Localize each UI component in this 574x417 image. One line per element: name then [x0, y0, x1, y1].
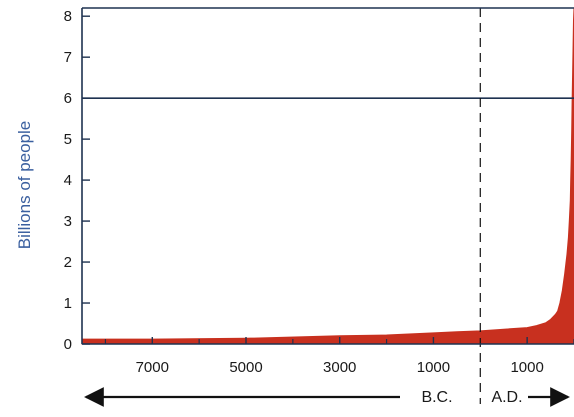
- ad-label: A.D.: [491, 389, 522, 406]
- reference-layer: [82, 8, 574, 404]
- x-tick-label-0: 7000: [136, 359, 169, 376]
- area-layer: [81, 7, 574, 345]
- y-tick-label-3: 3: [64, 213, 72, 230]
- y-tick-label-2: 2: [64, 254, 72, 271]
- y-tick-label-7: 7: [64, 49, 72, 66]
- y-axis-label: Billions of people: [15, 121, 34, 250]
- era-labels: B.C. A.D.: [84, 387, 570, 407]
- y-tick-label-0: 0: [64, 336, 72, 353]
- x-tick-label-1: 5000: [229, 359, 262, 376]
- x-axis: 7000 5000 3000 1000 1000: [104, 337, 574, 376]
- y-tick-label-6: 6: [64, 90, 72, 107]
- x-tick-label-4: 1000: [510, 359, 543, 376]
- y-tick-label-5: 5: [64, 131, 72, 148]
- x-tick-label-2: 3000: [323, 359, 356, 376]
- plot-frame: [81, 7, 574, 345]
- x-tick-label-3: 1000: [417, 359, 450, 376]
- y-tick-label-4: 4: [64, 172, 72, 189]
- y-tick-label-8: 8: [64, 8, 72, 25]
- population-area-0: [81, 7, 574, 345]
- y-tick-label-1: 1: [64, 295, 72, 312]
- bc-label: B.C.: [421, 389, 452, 406]
- y-axis: 0 1 2 3 4 5 6 7 8: [64, 8, 90, 353]
